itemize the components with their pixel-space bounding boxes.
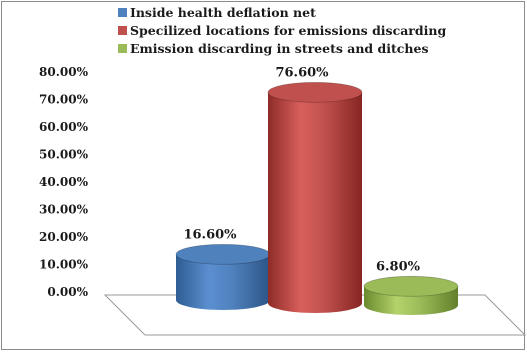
bar-top [175,243,271,265]
bar-body [268,92,362,313]
bar-top [267,81,363,103]
y-tick-label: 20.00% [39,230,89,244]
legend-swatch-1 [118,26,127,35]
y-tick-label: 30.00% [39,203,89,217]
y-tick-label: 70.00% [39,93,89,107]
bar-2 [363,275,459,315]
bar-body [176,254,270,310]
y-tick-label: 60.00% [39,120,89,134]
legend-label-0: Inside health deflation net [130,5,316,20]
y-tick-label: 40.00% [39,175,89,189]
legend-swatch-2 [118,44,127,53]
y-tick-label: 80.00% [39,65,89,79]
y-tick-label: 50.00% [39,148,89,162]
legend-swatch-0 [118,8,127,17]
legend-label-2: Emission discarding in streets and ditch… [130,41,428,56]
y-tick-label: 0.00% [47,285,88,299]
data-label: 76.60% [275,65,329,80]
bar-top [363,275,459,297]
bar-0 [175,243,271,310]
data-label: 6.80% [376,259,421,274]
data-label: 16.60% [183,227,237,242]
data-labels: 16.60% 76.60% 6.80% [183,65,420,274]
bars [175,81,459,315]
y-axis-ticks: 0.00% 10.00% 20.00% 30.00% 40.00% 50.00% 60.00… [39,65,89,299]
legend: Inside health deflation net Specilized l… [118,5,446,56]
y-tick-label: 10.00% [39,258,89,272]
bar-1 [267,81,363,313]
legend-label-1: Specilized locations for emissions disca… [130,23,446,38]
